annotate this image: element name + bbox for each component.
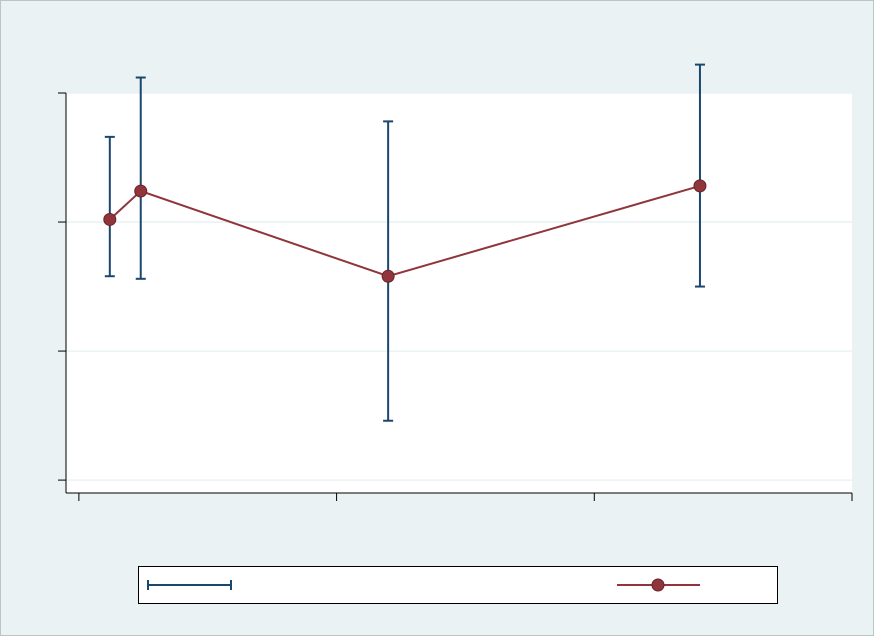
data-point-1 <box>134 184 148 198</box>
legend-line-key <box>617 578 700 592</box>
axis-ticks <box>58 92 853 501</box>
data-point-3 <box>693 179 707 193</box>
legend-line-marker <box>651 578 665 592</box>
legend-entry-line <box>616 567 702 603</box>
series-line <box>109 184 701 278</box>
errorbar-0 <box>104 135 115 278</box>
legend-entry-errorbar <box>147 567 233 603</box>
legend <box>138 566 778 604</box>
errorbar-3 <box>694 63 705 288</box>
plot-area <box>66 93 852 493</box>
line-series <box>103 179 707 283</box>
errorbar-1 <box>135 76 146 280</box>
data-point-2 <box>381 269 395 283</box>
grid-lines <box>66 92 852 481</box>
legend-errorbar-key <box>147 580 232 590</box>
data-point-0 <box>103 212 117 226</box>
